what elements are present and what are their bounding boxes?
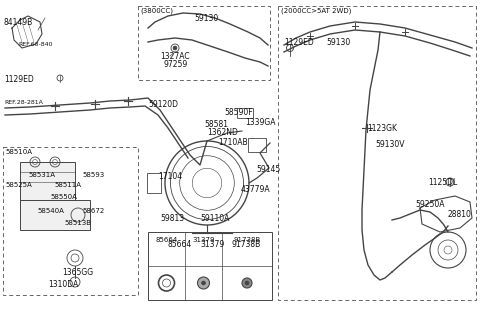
Text: 1362ND: 1362ND xyxy=(207,128,238,137)
Text: 85664: 85664 xyxy=(156,237,178,243)
Text: 1310DA: 1310DA xyxy=(48,280,78,289)
Text: 84149B: 84149B xyxy=(4,18,33,27)
Text: REF.60-840: REF.60-840 xyxy=(18,42,52,47)
Circle shape xyxy=(197,277,209,289)
Circle shape xyxy=(242,278,252,288)
Bar xyxy=(20,200,90,230)
Text: 58525A: 58525A xyxy=(5,182,32,188)
Text: 58672: 58672 xyxy=(82,208,104,214)
Text: 91738B: 91738B xyxy=(233,237,261,243)
Text: 58513B: 58513B xyxy=(64,220,91,226)
Text: 1365GG: 1365GG xyxy=(62,268,93,277)
Text: 17104: 17104 xyxy=(158,172,182,181)
Text: (3800CC): (3800CC) xyxy=(140,8,173,15)
Text: 58540A: 58540A xyxy=(37,208,64,214)
Bar xyxy=(20,162,75,200)
Text: 59145: 59145 xyxy=(256,165,280,174)
Bar xyxy=(237,108,253,118)
Bar xyxy=(248,138,266,152)
Circle shape xyxy=(245,281,249,285)
Text: 59110A: 59110A xyxy=(200,214,229,223)
Bar xyxy=(147,173,161,193)
Text: 31379: 31379 xyxy=(192,237,215,243)
Text: 31379: 31379 xyxy=(200,240,224,249)
Circle shape xyxy=(202,281,205,285)
Bar xyxy=(138,6,270,80)
Text: (2000CC>5AT 2WD): (2000CC>5AT 2WD) xyxy=(281,8,351,15)
Text: 1125DL: 1125DL xyxy=(428,178,457,187)
Text: 59130: 59130 xyxy=(326,38,350,47)
Text: 58581: 58581 xyxy=(204,120,228,129)
Text: 58593: 58593 xyxy=(82,172,104,178)
Text: 58590F: 58590F xyxy=(224,108,252,117)
Text: 59120D: 59120D xyxy=(148,100,178,109)
Text: 1129ED: 1129ED xyxy=(284,38,314,47)
Text: 59130: 59130 xyxy=(194,14,218,23)
Text: 58511A: 58511A xyxy=(54,182,81,188)
Text: 59813: 59813 xyxy=(160,214,184,223)
Text: 1327AC: 1327AC xyxy=(160,52,190,61)
Text: 1339GA: 1339GA xyxy=(245,118,276,127)
Text: 59130V: 59130V xyxy=(375,140,405,149)
Text: 58531A: 58531A xyxy=(28,172,55,178)
Text: 58510A: 58510A xyxy=(5,149,32,155)
Text: 85664: 85664 xyxy=(168,240,192,249)
Circle shape xyxy=(173,46,177,50)
Text: 97259: 97259 xyxy=(163,60,187,69)
Text: REF.28-281A: REF.28-281A xyxy=(4,100,43,105)
Text: 1710AB: 1710AB xyxy=(218,138,248,147)
Text: 43779A: 43779A xyxy=(241,185,271,194)
Text: 28810: 28810 xyxy=(448,210,472,219)
Bar xyxy=(148,232,272,300)
Text: 1129ED: 1129ED xyxy=(4,75,34,84)
Text: 59250A: 59250A xyxy=(415,200,444,209)
Text: 1123GK: 1123GK xyxy=(367,124,397,133)
Bar xyxy=(278,6,476,300)
Text: 91738B: 91738B xyxy=(232,240,261,249)
Text: 58550A: 58550A xyxy=(50,194,77,200)
Bar xyxy=(3,147,138,295)
